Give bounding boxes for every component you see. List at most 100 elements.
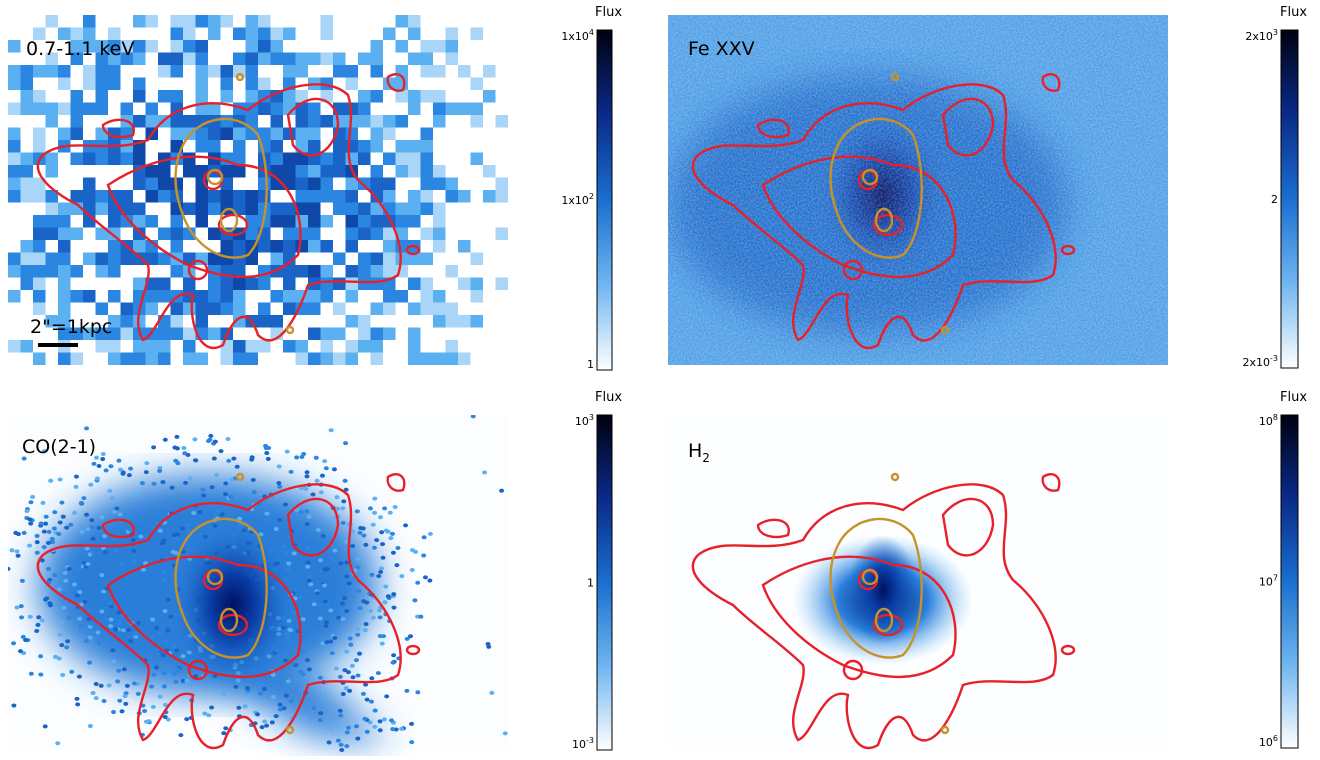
speckle [34,550,40,555]
pixel [370,152,384,166]
speckle [255,712,261,717]
tick-base: 10 [572,738,586,751]
pixel [183,202,196,216]
pixel [120,152,134,166]
speckle [311,602,317,607]
speckle [355,736,361,741]
pixel [383,140,396,153]
pixel [470,277,484,291]
pixel [83,315,96,328]
pixel [308,202,321,216]
speckle [202,711,208,716]
speckle [265,456,271,461]
pixel [370,115,384,128]
pixel [8,352,21,365]
speckle [298,595,304,600]
speckle [149,684,155,689]
speckle [360,526,366,531]
pixel [395,15,409,28]
speckle [214,472,220,477]
speckle [342,478,348,483]
pixel [183,240,196,253]
speckle [225,437,231,442]
speckle [154,665,160,670]
pixel [483,90,496,103]
speckle [117,524,123,529]
speckle [55,741,61,746]
pixel [458,102,471,116]
pixel [320,227,334,241]
speckle [368,699,374,704]
pixel [295,352,309,365]
speckle [173,679,179,684]
speckle [321,690,327,695]
speckle [385,529,391,534]
speckle [27,517,33,522]
colorbar-tick-label: 108 [1259,413,1278,428]
pixel [295,227,309,241]
colorbar [1280,29,1299,369]
pixel [483,290,496,303]
pixel [45,240,59,253]
pixel [208,127,221,141]
pixel [370,202,384,216]
pixel [33,77,46,91]
speckle [181,446,187,451]
speckle [161,570,167,575]
pixel [495,290,508,303]
pixel [483,165,496,178]
pixel [308,115,321,128]
speckle [78,602,84,607]
speckle [333,666,339,671]
pixel [320,115,334,128]
pixel [445,202,459,216]
pixel [483,177,496,191]
speckle [304,474,310,479]
pixel [58,52,71,66]
speckle [378,566,384,571]
speckle [93,696,99,701]
pixel [358,15,371,28]
pixel [145,40,159,53]
pixel [295,190,309,203]
pixel [470,215,484,228]
speckle [310,492,316,497]
pixel [458,240,471,253]
speckle [313,455,319,460]
speckle [342,596,348,601]
colorbar-tick-label: 106 [1259,734,1278,749]
speckle [294,455,300,460]
pixel [245,15,259,28]
pixel [83,115,96,128]
pixel [395,152,409,166]
pixel [383,252,396,266]
speckle [284,449,290,454]
tick-base: 10 [1259,576,1273,589]
pixel [20,290,34,303]
pixel [395,302,409,316]
pixel [83,277,96,291]
pixel [470,65,484,78]
pixel [470,327,484,341]
pixel [283,277,296,291]
speckle [93,681,99,686]
speckle [118,467,124,472]
pixel [345,315,359,328]
pixel [295,302,309,316]
pixel [20,102,34,116]
speckle [122,694,128,699]
speckle [269,720,275,725]
pixel [283,302,296,316]
pixel [370,27,384,41]
pixel [345,52,359,66]
pixel [370,127,384,141]
pixel [320,102,334,116]
speckle [339,601,345,606]
pixel [358,40,371,53]
speckle [43,521,49,526]
speckle [277,517,283,522]
pixel [445,40,459,53]
speckle [60,514,66,519]
pixel [183,302,196,316]
pixel [220,77,234,91]
